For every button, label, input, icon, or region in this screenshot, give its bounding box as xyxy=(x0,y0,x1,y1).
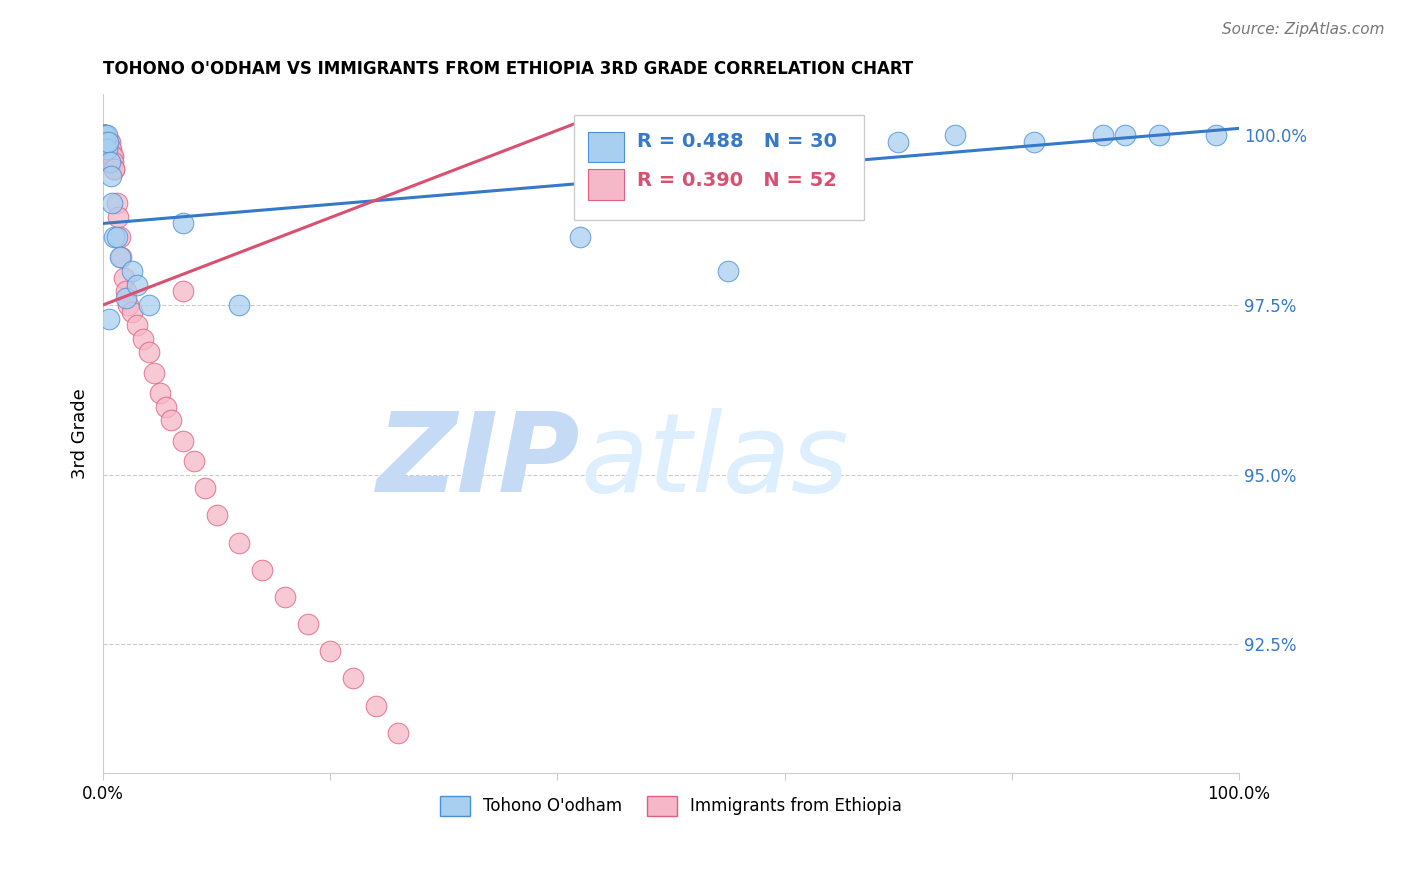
Point xyxy=(93,128,115,143)
Point xyxy=(112,270,135,285)
Point xyxy=(228,535,250,549)
Point xyxy=(94,135,117,149)
Text: R = 0.390   N = 52: R = 0.390 N = 52 xyxy=(637,171,837,190)
Text: TOHONO O'ODHAM VS IMMIGRANTS FROM ETHIOPIA 3RD GRADE CORRELATION CHART: TOHONO O'ODHAM VS IMMIGRANTS FROM ETHIOP… xyxy=(103,60,914,78)
Point xyxy=(149,386,172,401)
Point xyxy=(94,128,117,143)
Point xyxy=(110,251,132,265)
Point xyxy=(387,725,409,739)
Point xyxy=(105,230,128,244)
Point xyxy=(319,644,342,658)
Point xyxy=(160,413,183,427)
Text: atlas: atlas xyxy=(581,408,849,515)
Point xyxy=(943,128,966,143)
Point xyxy=(103,148,125,162)
Point xyxy=(172,434,194,448)
Point xyxy=(100,142,122,156)
Text: R = 0.488   N = 30: R = 0.488 N = 30 xyxy=(637,133,837,152)
Point xyxy=(96,142,118,156)
Point xyxy=(228,298,250,312)
FancyBboxPatch shape xyxy=(588,169,624,200)
Point xyxy=(96,142,118,156)
Point xyxy=(108,230,131,244)
Point xyxy=(96,128,118,143)
Point xyxy=(93,135,115,149)
Point xyxy=(101,148,124,162)
Point xyxy=(342,672,364,686)
Point xyxy=(97,135,120,149)
Point xyxy=(105,196,128,211)
Point xyxy=(807,142,830,156)
Point xyxy=(121,264,143,278)
Point xyxy=(103,155,125,169)
Point xyxy=(132,332,155,346)
Point xyxy=(887,135,910,149)
Point xyxy=(94,128,117,143)
Point xyxy=(364,698,387,713)
Point xyxy=(205,508,228,523)
Point xyxy=(98,155,121,169)
Point xyxy=(569,230,592,244)
Text: Source: ZipAtlas.com: Source: ZipAtlas.com xyxy=(1222,22,1385,37)
Point xyxy=(93,128,115,143)
Point xyxy=(1114,128,1136,143)
Point xyxy=(194,481,217,495)
Point xyxy=(100,169,122,183)
Point xyxy=(107,210,129,224)
Point xyxy=(250,563,273,577)
Point xyxy=(115,285,138,299)
Y-axis label: 3rd Grade: 3rd Grade xyxy=(72,389,89,479)
Point xyxy=(183,454,205,468)
Legend: Tohono O'odham, Immigrants from Ethiopia: Tohono O'odham, Immigrants from Ethiopia xyxy=(433,789,908,822)
Point xyxy=(1149,128,1171,143)
Point xyxy=(138,298,160,312)
Point xyxy=(172,216,194,230)
Point xyxy=(96,135,118,149)
Point xyxy=(98,142,121,156)
Point xyxy=(103,162,125,177)
Point xyxy=(93,128,115,143)
Point xyxy=(97,135,120,149)
Point xyxy=(108,251,131,265)
Point xyxy=(98,142,121,156)
Point xyxy=(94,135,117,149)
Point xyxy=(115,291,138,305)
Point xyxy=(97,135,120,149)
Point xyxy=(297,617,319,632)
Point xyxy=(1205,128,1227,143)
Point xyxy=(172,285,194,299)
Point xyxy=(97,142,120,156)
Point xyxy=(143,366,166,380)
Point xyxy=(138,345,160,359)
Point xyxy=(94,128,117,143)
Point xyxy=(101,148,124,162)
Point xyxy=(103,162,125,177)
Point xyxy=(101,196,124,211)
FancyBboxPatch shape xyxy=(588,132,624,162)
Point xyxy=(717,264,740,278)
Point xyxy=(103,230,125,244)
Point xyxy=(96,135,118,149)
Point xyxy=(127,277,149,292)
Point xyxy=(97,311,120,326)
Point xyxy=(1024,135,1046,149)
Point xyxy=(97,142,120,156)
Point xyxy=(155,400,177,414)
Point xyxy=(100,148,122,162)
Point xyxy=(274,590,297,604)
FancyBboxPatch shape xyxy=(575,115,865,220)
Point xyxy=(1091,128,1114,143)
Point xyxy=(98,135,121,149)
Point xyxy=(117,298,139,312)
Point xyxy=(121,304,143,318)
Point xyxy=(93,128,115,143)
Text: ZIP: ZIP xyxy=(377,408,581,515)
Point xyxy=(127,318,149,333)
